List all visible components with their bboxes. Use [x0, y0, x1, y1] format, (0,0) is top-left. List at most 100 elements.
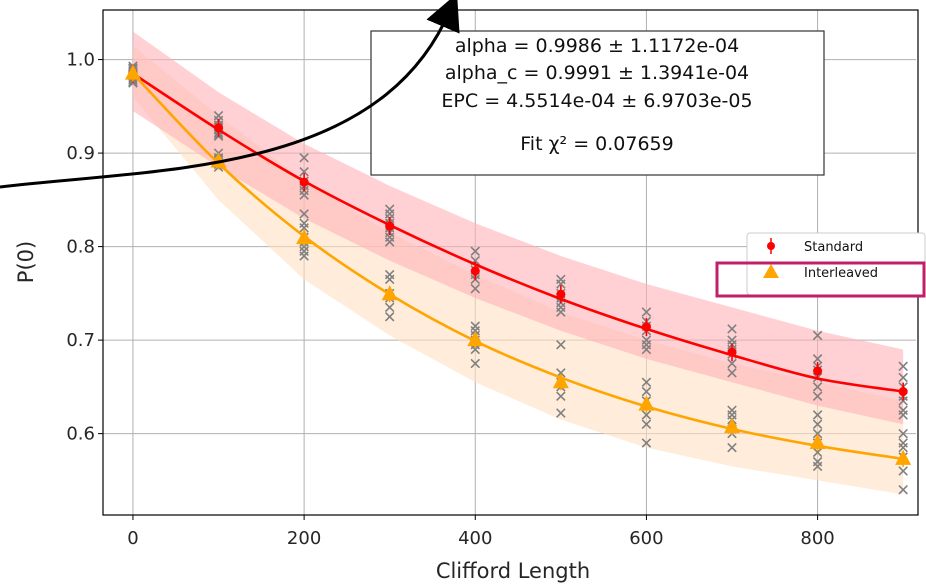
mean-point-interleaved: [296, 229, 313, 245]
mean-point-interleaved: [724, 418, 741, 434]
raw-point: [556, 408, 566, 418]
raw-point: [641, 410, 652, 420]
y-tick-label: 0.9: [66, 143, 95, 164]
mean-point-standard: [470, 266, 480, 276]
raw-point: [898, 372, 908, 383]
mean-point-interleaved: [124, 64, 141, 80]
raw-point: [898, 410, 908, 420]
raw-point: [299, 251, 309, 261]
x-tick-label: 600: [629, 528, 663, 549]
legend-interleaved-label: Interleaved: [804, 266, 878, 281]
confidence-bands: [132, 31, 904, 495]
raw-point: [384, 274, 395, 285]
x-axis-title: Clifford Length: [436, 559, 590, 583]
annotation-arrow: [0, 0, 460, 189]
mean-point-standard: [641, 322, 651, 332]
mean-point-standard: [299, 177, 309, 187]
raw-point: [384, 302, 395, 313]
y-tick-label: 0.8: [66, 237, 95, 258]
y-tick-label: 1.0: [66, 50, 95, 71]
raw-point: [727, 368, 737, 378]
raw-point: [641, 386, 652, 397]
raw-point: [384, 311, 395, 322]
legend-interleaved-highlight: [715, 261, 926, 298]
mean-point-interleaved: [638, 395, 655, 411]
x-tick-label: 200: [287, 528, 321, 549]
fit-curve-interleaved: [132, 72, 904, 461]
raw-point: [641, 419, 652, 430]
raw-point: [898, 484, 908, 495]
band-standard: [132, 31, 904, 425]
raw-point: [812, 330, 823, 341]
raw-point: [556, 391, 566, 401]
raw-point: [812, 391, 823, 401]
fit-curves: [132, 72, 904, 461]
raw-point: [299, 152, 309, 163]
mean-point-interleaved: [552, 373, 569, 389]
raw-point: [213, 110, 224, 121]
raw-point: [812, 410, 823, 420]
raw-point: [641, 344, 652, 355]
raw-point: [812, 382, 823, 392]
x-tick-label: 0: [127, 528, 138, 549]
raw-point: [470, 283, 481, 294]
legend-interleaved-marker: [763, 264, 779, 278]
raw-point: [384, 237, 395, 247]
raw-point: [470, 344, 481, 355]
raw-point: [299, 209, 309, 219]
annotation-fit-chi2: Fit χ² = 0.07659: [520, 133, 673, 155]
y-axis-ticks: 0.6 0.7 0.8 0.9 1.0: [66, 50, 103, 445]
legend-standard-label: Standard: [804, 240, 863, 255]
mean-point-interleaved: [381, 285, 398, 301]
raw-point: [812, 461, 823, 472]
raw-point: [470, 358, 481, 369]
x-tick-label: 800: [800, 528, 834, 549]
annotation-alpha-c: alpha_c = 0.9991 ± 1.3941e-04: [445, 62, 749, 84]
raw-point: [641, 377, 652, 387]
raw-point: [898, 361, 908, 372]
raw-point: [641, 438, 652, 448]
raw-point: [556, 279, 566, 289]
mean-point-standard: [898, 387, 908, 397]
raw-point: [898, 442, 908, 453]
raw-point: [898, 428, 908, 439]
raw-point: [299, 223, 309, 233]
mean-point-standard: [385, 221, 395, 231]
raw-point: [727, 442, 737, 453]
mean-point-standard: [556, 289, 566, 299]
mean-point-interleaved: [467, 331, 484, 347]
mean-point-interleaved: [809, 433, 826, 449]
raw-point: [727, 358, 737, 369]
raw-point: [812, 428, 823, 439]
raw-point: [898, 466, 908, 476]
mean-point-standard: [727, 347, 737, 357]
raw-point: [641, 307, 652, 317]
annotation-alpha: alpha = 0.9986 ± 1.1172e-04: [455, 35, 739, 57]
legend-standard-marker: [767, 238, 775, 254]
y-axis-title: P(0): [14, 241, 38, 283]
raw-point: [812, 354, 823, 364]
raw-point: [299, 190, 309, 200]
legend: Standard Interleaved: [715, 232, 926, 298]
raw-point: [812, 419, 823, 430]
mean-markers: [124, 64, 912, 467]
fit-curve-standard: [132, 72, 904, 393]
raw-point: [470, 246, 481, 257]
mean-point-interleaved: [895, 449, 912, 465]
band-interleaved: [132, 45, 904, 495]
x-axis-ticks: 0 200 400 600 800: [127, 515, 835, 549]
raw-point: [727, 324, 737, 334]
raw-point: [898, 396, 908, 406]
raw-point: [556, 307, 566, 317]
mean-point-standard: [813, 366, 823, 376]
fit-annotation-box: alpha = 0.9986 ± 1.1172e-04 alpha_c = 0.…: [370, 30, 825, 176]
y-tick-label: 0.7: [66, 330, 95, 351]
y-tick-label: 0.6: [66, 424, 95, 445]
raw-point: [812, 447, 823, 458]
mean-point-standard: [214, 123, 224, 133]
raw-point: [556, 340, 566, 350]
raw-point: [299, 167, 309, 177]
annotation-epc: EPC = 4.5514e-04 ± 6.9703e-05: [441, 90, 752, 112]
x-tick-label: 400: [458, 528, 492, 549]
